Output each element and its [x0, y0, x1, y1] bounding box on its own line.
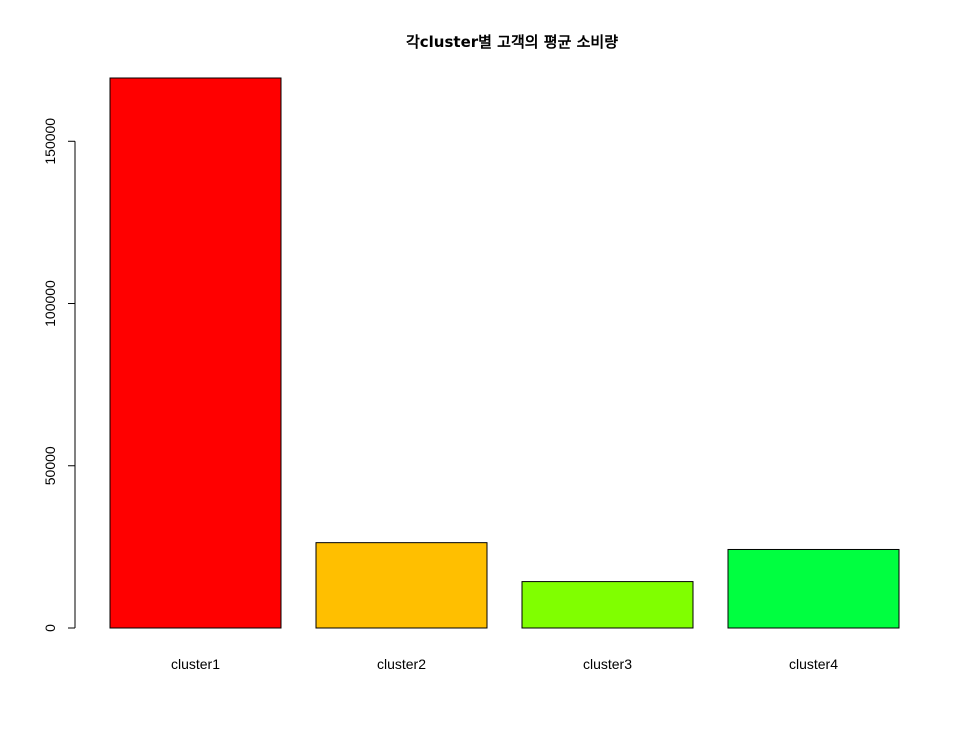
bar-cluster1	[109, 77, 282, 629]
bar-cluster4	[727, 548, 900, 629]
bars	[109, 77, 900, 629]
y-tick-label: 100000	[42, 280, 58, 327]
chart-title: 각cluster별 고객의 평균 소비량	[406, 33, 618, 51]
x-category-label: cluster3	[583, 656, 632, 672]
y-tick-label: 0	[42, 624, 58, 632]
bar-cluster2	[315, 542, 488, 629]
y-axis: 0 50000 100000 150000	[42, 118, 76, 632]
x-category-label: cluster1	[171, 656, 220, 672]
y-tick-label: 50000	[42, 446, 58, 485]
x-category-label: cluster2	[377, 656, 426, 672]
bar-cluster3	[521, 581, 694, 629]
y-tick-label: 150000	[42, 118, 58, 165]
x-axis-labels: cluster1 cluster2 cluster3 cluster4	[171, 656, 838, 672]
x-category-label: cluster4	[789, 656, 838, 672]
